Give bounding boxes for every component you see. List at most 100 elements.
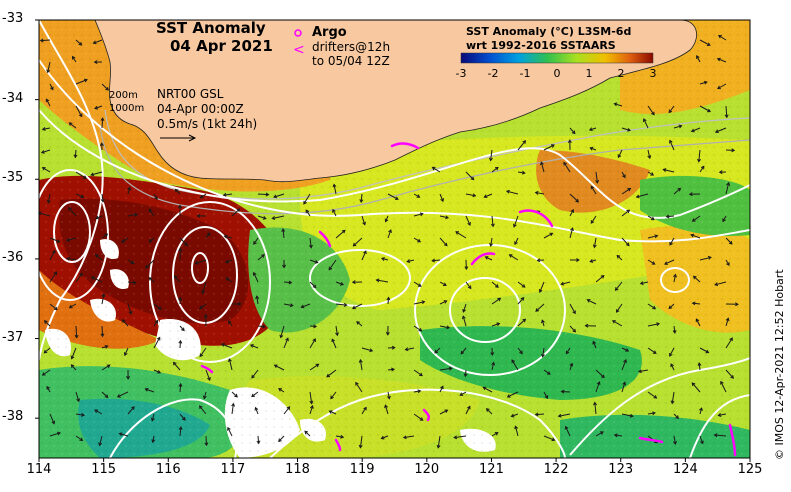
current-vector (199, 347, 207, 357)
current-vector (153, 320, 159, 327)
current-vector-head (590, 185, 595, 190)
current-vector (376, 279, 389, 283)
current-vector (304, 430, 311, 437)
current-vector (617, 149, 623, 158)
current-vector (69, 303, 77, 309)
lon-tick-label: 121 (479, 462, 504, 477)
current-vector (335, 435, 344, 438)
current-vector-head (418, 327, 423, 332)
current-vector-head (534, 190, 539, 195)
current-vector (179, 413, 186, 421)
current-vector (46, 386, 51, 393)
current-vector (42, 369, 51, 376)
current-vector-head (341, 229, 346, 234)
current-vector (278, 435, 285, 442)
current-vector (387, 368, 395, 371)
current-vector-head (194, 260, 199, 265)
current-vector-head (132, 280, 137, 285)
current-vector (328, 259, 337, 270)
current-vector-head (71, 55, 76, 60)
current-vector (387, 193, 399, 200)
current-vector (614, 103, 623, 107)
current-vector (595, 381, 600, 393)
current-vector-head (222, 192, 227, 197)
current-vector (515, 426, 519, 437)
current-vector (71, 364, 77, 371)
current-vector (68, 207, 77, 217)
current-vector (485, 256, 493, 261)
current-vector (647, 323, 660, 327)
current-vector (507, 391, 519, 398)
current-vector (439, 237, 448, 247)
current-vector-head (600, 274, 605, 279)
current-vector-head (104, 394, 109, 399)
current-vector (718, 35, 727, 41)
current-vector (647, 105, 655, 115)
drifter-track-6 (422, 408, 431, 422)
current-vector-head (520, 296, 525, 301)
current-vector-head (148, 208, 153, 213)
current-vector-head (718, 170, 723, 175)
current-vector-head (223, 234, 228, 239)
current-vector (361, 347, 373, 352)
current-vector (179, 340, 181, 349)
current-vector (465, 406, 471, 415)
drifter-track-8 (728, 423, 737, 457)
current-vector (71, 347, 77, 359)
current-vector (309, 237, 312, 248)
current-vector-head (572, 310, 576, 315)
current-vector-head (494, 166, 499, 171)
current-vector-head (588, 127, 593, 132)
current-vector (666, 215, 675, 218)
current-vector-head (670, 400, 675, 405)
current-vector-head (626, 209, 631, 214)
current-vector (257, 254, 265, 261)
lat-tick-label: -33 (2, 11, 24, 26)
current-vector (49, 250, 56, 261)
current-vector (75, 435, 83, 441)
current-vector-head (497, 297, 502, 302)
current-vector-head (178, 247, 183, 252)
current-vector-head (172, 361, 177, 366)
current-vector-head (717, 34, 722, 39)
current-vector-head (494, 432, 499, 436)
current-vector-head (406, 259, 411, 263)
current-vector (543, 435, 555, 441)
current-vector (647, 412, 656, 415)
current-vector (91, 171, 103, 176)
current-vector (224, 235, 233, 239)
current-vector (668, 105, 675, 113)
current-vector (595, 275, 605, 283)
current-vector-head (652, 411, 656, 416)
current-vector (725, 182, 730, 195)
current-vector-head (81, 412, 85, 417)
current-vector (647, 303, 656, 310)
current-vector-head (726, 181, 731, 186)
current-vector (91, 276, 103, 283)
current-vector-head (256, 440, 261, 445)
current-vector (101, 364, 111, 371)
current-vector (439, 215, 449, 219)
argo-legend-label: Argo (312, 25, 347, 40)
current-vector (464, 369, 467, 377)
current-vector (484, 193, 493, 198)
current-vector-head (417, 389, 422, 394)
current-vector-head (652, 305, 657, 310)
current-vector (621, 127, 631, 131)
current-vector-head (326, 373, 331, 378)
current-vector-head (201, 290, 206, 295)
current-vector (309, 259, 318, 264)
current-vector-head (691, 218, 696, 222)
current-vector-head (76, 398, 80, 403)
current-vector-head (514, 425, 519, 430)
current-vector (257, 215, 266, 220)
current-vector (595, 171, 598, 183)
current-vector-head (363, 250, 367, 255)
current-vector (352, 303, 363, 309)
current-vector-head (728, 240, 733, 245)
current-vector (717, 83, 727, 89)
current-vector-head (651, 261, 656, 265)
current-vector (47, 193, 51, 203)
current-vector (39, 212, 51, 217)
current-vector-head (691, 301, 696, 306)
